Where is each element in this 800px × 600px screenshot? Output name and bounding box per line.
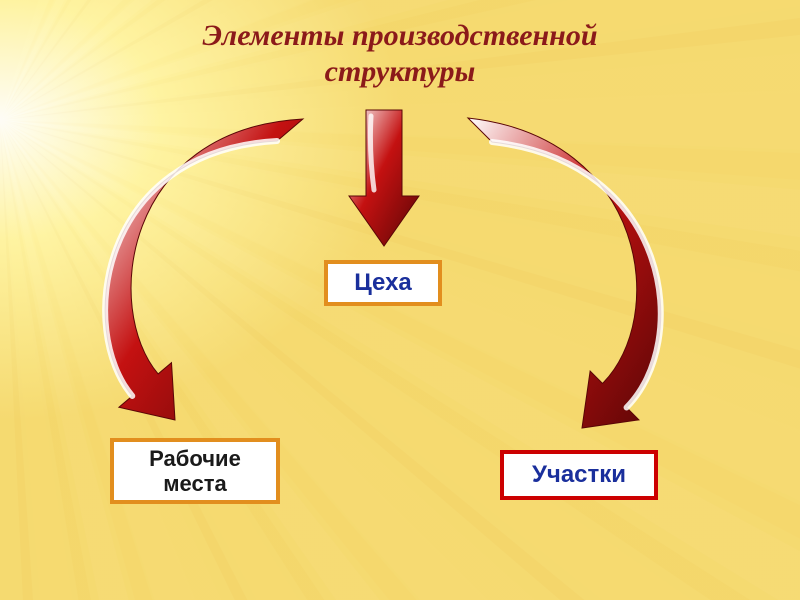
box-sections: Участки	[500, 450, 658, 500]
slide-canvas: Элементы производственной структуры Цеха…	[0, 0, 800, 600]
box-workshops-label: Цеха	[354, 269, 412, 297]
box-workshops: Цеха	[324, 260, 442, 306]
arrow-curve-left-icon	[105, 119, 303, 420]
box-workplaces: Рабочие места	[110, 438, 280, 504]
box-workplaces-label: Рабочие места	[122, 446, 268, 497]
box-sections-label: Участки	[532, 461, 626, 489]
arrow-down-icon	[349, 110, 419, 246]
arrow-curve-right-icon	[468, 118, 661, 428]
